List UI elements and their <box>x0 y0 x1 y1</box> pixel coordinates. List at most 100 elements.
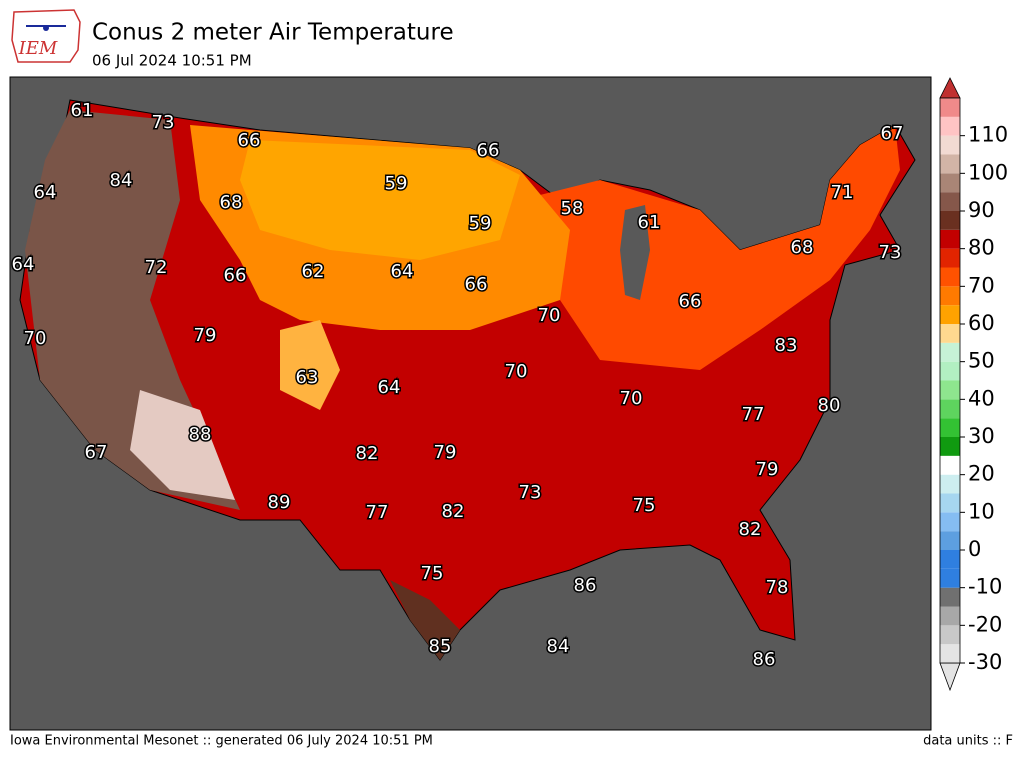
title: Conus 2 meter Air Temperature <box>92 20 454 46</box>
colorbar-segment <box>940 324 960 343</box>
station-value: 59 <box>469 213 492 234</box>
colorbar-tick-label: 110 <box>968 123 1008 147</box>
station-value: 72 <box>145 257 168 278</box>
station-value: 77 <box>742 404 765 425</box>
colorbar-segment <box>940 512 960 532</box>
station-value: 82 <box>442 501 465 522</box>
station-value: 66 <box>224 265 247 286</box>
station-value: 70 <box>620 388 643 409</box>
station-value: 63 <box>296 367 319 388</box>
colorbar-tick-label: 80 <box>968 236 995 260</box>
station-value: 70 <box>505 361 528 382</box>
colorbar-segment <box>940 644 960 663</box>
colorbar-segment <box>940 531 960 550</box>
station-value: 66 <box>679 291 702 312</box>
station-value: 62 <box>302 261 325 282</box>
colorbar-tick-label: 90 <box>968 198 995 222</box>
station-value: 86 <box>574 575 597 596</box>
colorbar-tick-label: -30 <box>968 650 1002 674</box>
station-value: 84 <box>110 170 133 191</box>
colorbar-tick-label: 10 <box>968 499 995 523</box>
mountain-region <box>280 320 340 410</box>
station-value: 73 <box>519 482 542 503</box>
colorbar-tick-label: 60 <box>968 311 995 335</box>
colorbar-segment <box>940 587 960 607</box>
colorbar-segment <box>940 229 960 249</box>
colorbar-segment <box>940 154 960 174</box>
station-value: 85 <box>429 636 452 657</box>
station-value: 61 <box>638 212 661 233</box>
station-value: 71 <box>831 182 854 203</box>
colorbar-segment <box>940 361 960 381</box>
colorbar-segment <box>940 493 960 513</box>
colorbar-segment <box>940 399 960 419</box>
colorbar-segment <box>940 305 960 324</box>
colorbar-segment <box>940 267 960 287</box>
station-value: 64 <box>378 377 401 398</box>
colorbar-segment <box>940 418 960 437</box>
station-value: 88 <box>189 424 212 445</box>
station-value: 79 <box>194 325 217 346</box>
station-value: 84 <box>547 636 570 657</box>
colorbar-segment <box>940 455 960 475</box>
station-value: 73 <box>879 242 902 263</box>
map <box>9 76 932 731</box>
station-value: 58 <box>561 198 584 219</box>
colorbar-segment <box>940 248 960 268</box>
station-value: 61 <box>71 100 94 121</box>
colorbar-segment <box>940 192 960 211</box>
logo-text: IEM <box>18 38 58 59</box>
colorbar-segment <box>940 286 960 306</box>
colorbar-segment <box>940 380 960 400</box>
texas-south <box>390 580 460 660</box>
cool-region <box>240 140 520 260</box>
station-value: 67 <box>881 123 904 144</box>
station-value: 70 <box>24 328 47 349</box>
colorbar-segment <box>940 625 960 645</box>
colorbar-segment <box>940 135 960 155</box>
colorbar-frame <box>939 97 961 664</box>
station-value: 80 <box>818 395 841 416</box>
station-value: 67 <box>85 442 108 463</box>
colorbar-segment <box>940 437 960 456</box>
station-value: 70 <box>538 305 561 326</box>
station-value: 73 <box>152 112 175 133</box>
colorbar-segment <box>940 98 960 117</box>
colorbar-tick-label: 100 <box>968 160 1008 184</box>
station-value: 68 <box>791 237 814 258</box>
colorbar-segment <box>940 342 960 362</box>
subtitle: 06 Jul 2024 10:51 PM <box>92 52 252 70</box>
logo: IEM <box>11 9 81 63</box>
colorbar-high-arrow <box>939 77 961 99</box>
station-value: 75 <box>633 495 656 516</box>
station-value: 75 <box>421 563 444 584</box>
colorbar-segment <box>940 568 960 588</box>
desert-region <box>130 390 235 500</box>
colorbar-segment <box>940 550 960 569</box>
colorbar-segment <box>940 173 960 193</box>
station-value: 68 <box>220 192 243 213</box>
station-value: 89 <box>268 492 291 513</box>
station-value: 66 <box>477 140 500 161</box>
colorbar-segment <box>940 474 960 494</box>
colorbar-low-arrow <box>939 662 961 692</box>
colorbar-tick-label: 0 <box>968 537 981 561</box>
colorbar-segment <box>940 116 960 136</box>
station-value: 78 <box>766 577 789 598</box>
footer-right: data units :: F <box>923 734 1013 749</box>
station-value: 64 <box>391 261 414 282</box>
colorbar-tick-label: -20 <box>968 612 1002 636</box>
colorbar-tick-label: 70 <box>968 273 995 297</box>
station-value: 66 <box>465 274 488 295</box>
colorbar-tick-label: 20 <box>968 462 995 486</box>
colorbar-tick-label: 30 <box>968 424 995 448</box>
colorbar-tick-label: 50 <box>968 349 995 373</box>
station-value: 79 <box>756 459 779 480</box>
station-value: 64 <box>12 254 35 275</box>
lake-michigan <box>620 205 650 300</box>
colorbar-tick-label: -10 <box>968 575 1002 599</box>
colorbar-segment <box>940 606 960 626</box>
station-value: 59 <box>385 173 408 194</box>
station-value: 64 <box>34 182 57 203</box>
